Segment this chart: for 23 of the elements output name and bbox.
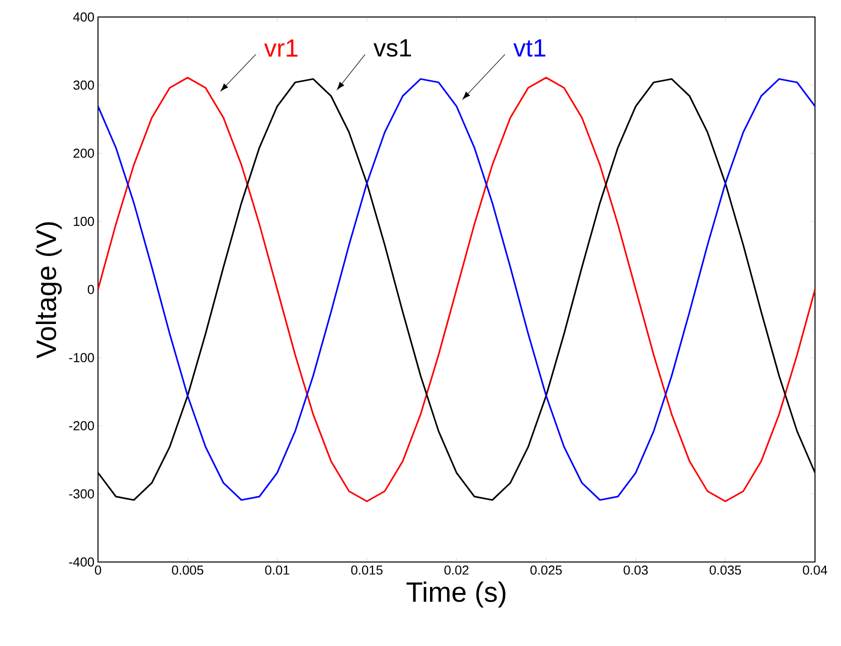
x-tick-label: 0.04	[802, 566, 828, 575]
y-tick-label: -200	[69, 421, 94, 430]
y-tick-label: 400	[73, 12, 94, 22]
x-tick-label: 0.005	[172, 566, 204, 575]
y-tick-label: -300	[69, 489, 94, 498]
text: vt1	[513, 39, 546, 57]
x-axis-title: Time (s)	[406, 582, 506, 608]
y-tick-label: 100	[74, 216, 94, 226]
y-tick-label: 300	[73, 80, 94, 90]
x-tick-label: 0	[94, 566, 102, 575]
text: vs1	[374, 39, 412, 57]
x-tick-label: 0.01	[265, 566, 290, 575]
x-tick-label: 0.015	[351, 566, 383, 575]
text: vr1	[264, 40, 298, 57]
y-tick-label: 200	[74, 148, 94, 158]
y-tick-label: 0	[88, 284, 94, 294]
x-tick-label: 0.03	[624, 566, 648, 575]
y-axis-title: Voltage (V)	[36, 222, 62, 358]
x-tick-label: 0.035	[710, 566, 742, 575]
x-tick-label: 0.025	[530, 566, 562, 575]
y-tick-label: -400	[69, 557, 94, 567]
y-tick-label: -100	[69, 353, 94, 362]
x-tick-label: 0.02	[444, 566, 468, 575]
